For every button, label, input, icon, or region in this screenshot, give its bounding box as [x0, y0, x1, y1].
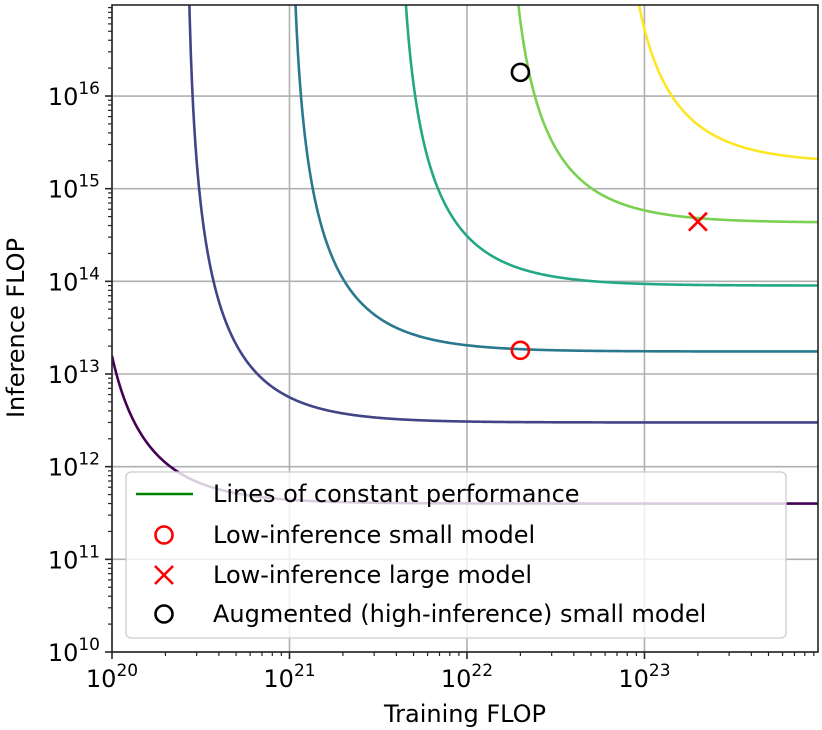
y-tick-label: 1014 — [48, 264, 100, 296]
series-line-6 — [637, 5, 818, 161]
legend-label: Augmented (high-inference) small model — [213, 600, 706, 628]
plot-frame — [111, 4, 819, 653]
augmented-small-model-marker — [510, 62, 531, 83]
points — [510, 62, 708, 361]
legend-label: Low-inference large model — [213, 561, 532, 589]
y-tick-label: 1010 — [48, 635, 100, 667]
legend-item: Augmented (high-inference) small model — [154, 600, 706, 628]
series-line-5 — [517, 5, 818, 224]
x-tick-label: 1020 — [86, 661, 138, 693]
low-inference-large-model-marker — [687, 211, 708, 232]
curves — [112, 5, 818, 505]
legend-circle-icon — [154, 525, 174, 545]
legend-item: Lines of constant performance — [136, 480, 580, 508]
y-tick-label: 1013 — [48, 357, 100, 389]
y-tick-label: 1015 — [48, 172, 100, 204]
legend-circle-icon — [154, 604, 174, 624]
ticks: 1020 1021 1022 1023 1010 1011 1012 1013 1014 1015… — [48, 6, 815, 693]
legend-label: Lines of constant performance — [213, 480, 580, 508]
x-tick-label: 1023 — [618, 661, 670, 693]
x-tick-label: 1022 — [441, 661, 493, 693]
legend-box — [125, 471, 787, 639]
legend-x-icon — [154, 565, 174, 585]
legend-item: Low-inference large model — [154, 561, 532, 589]
y-tick-label: 1011 — [48, 542, 100, 574]
legend-label: Low-inference small model — [213, 521, 535, 549]
x-axis-label: Training FLOP — [383, 700, 546, 728]
series-line-4 — [404, 5, 818, 287]
low-inference-small-model-marker — [510, 340, 531, 361]
y-tick-label: 1016 — [48, 79, 100, 111]
legend-item: Low-inference small model — [154, 521, 535, 549]
y-axis-label: Inference FLOP — [2, 238, 30, 418]
series-line-2 — [188, 5, 818, 424]
y-tick-label: 1012 — [48, 450, 100, 482]
x-tick-label: 1021 — [263, 661, 315, 693]
legend: Lines of constant performance Low-inferen… — [125, 471, 787, 639]
series-line-3 — [294, 5, 818, 353]
